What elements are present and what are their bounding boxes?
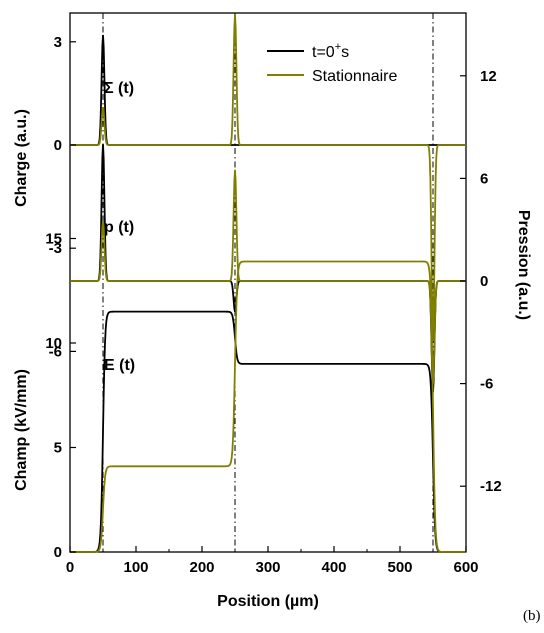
pressure-tick-label-1: 6 xyxy=(480,170,488,187)
charge-tick-label-4: -6 xyxy=(49,343,62,360)
charge-tick-label-1: 3 xyxy=(54,34,62,51)
pressure-tick-label-2: 0 xyxy=(480,273,488,290)
charge-axis-label: Charge (a.u.) xyxy=(13,109,30,207)
pressure-curve-label: p (t) xyxy=(104,219,134,236)
x-tick-label-0: 0 xyxy=(66,559,74,576)
field-tick-label-2: 5 xyxy=(54,440,62,457)
charge-tick-label-2: 0 xyxy=(54,137,62,154)
series-line-2 xyxy=(70,144,466,393)
x-axis-label: Position (µm) xyxy=(217,593,319,610)
legend-label-t0: t=0+s xyxy=(312,41,349,61)
legend-label-stationnaire: Stationnaire xyxy=(312,68,397,85)
series-line-5 xyxy=(70,260,466,553)
x-tick-label-4: 400 xyxy=(321,559,346,576)
pressure-tick-label-4: -12 xyxy=(480,478,502,495)
x-tick-label-3: 300 xyxy=(255,559,280,576)
series-line-1 xyxy=(70,14,466,342)
x-tick-label-2: 200 xyxy=(189,559,214,576)
sigma-curve-label: Σ (t) xyxy=(104,80,134,97)
pressure-tick-label-3: -6 xyxy=(480,376,493,393)
pressure-tick-label-0: 12 xyxy=(480,68,497,85)
series-line-3 xyxy=(70,169,466,384)
pressure-axis-label: Pression (a.u.) xyxy=(515,210,532,320)
field-tick-label-3: 0 xyxy=(54,544,62,561)
field-tick-label-1: 10 xyxy=(45,335,62,352)
charge-tick-label-3: -3 xyxy=(49,240,62,257)
field-curve-label: E (t) xyxy=(104,357,135,374)
x-tick-label-6: 600 xyxy=(453,559,478,576)
legend: t=0+s Stationnaire xyxy=(267,41,397,85)
series-line-4 xyxy=(70,310,466,553)
x-tick-label-1: 100 xyxy=(123,559,148,576)
x-tick-label-5: 500 xyxy=(387,559,412,576)
field-axis-label: Champ (kV/mm) xyxy=(13,369,30,491)
field-tick-label-0: 15 xyxy=(45,231,62,248)
figure-tag: (b) xyxy=(523,608,541,624)
